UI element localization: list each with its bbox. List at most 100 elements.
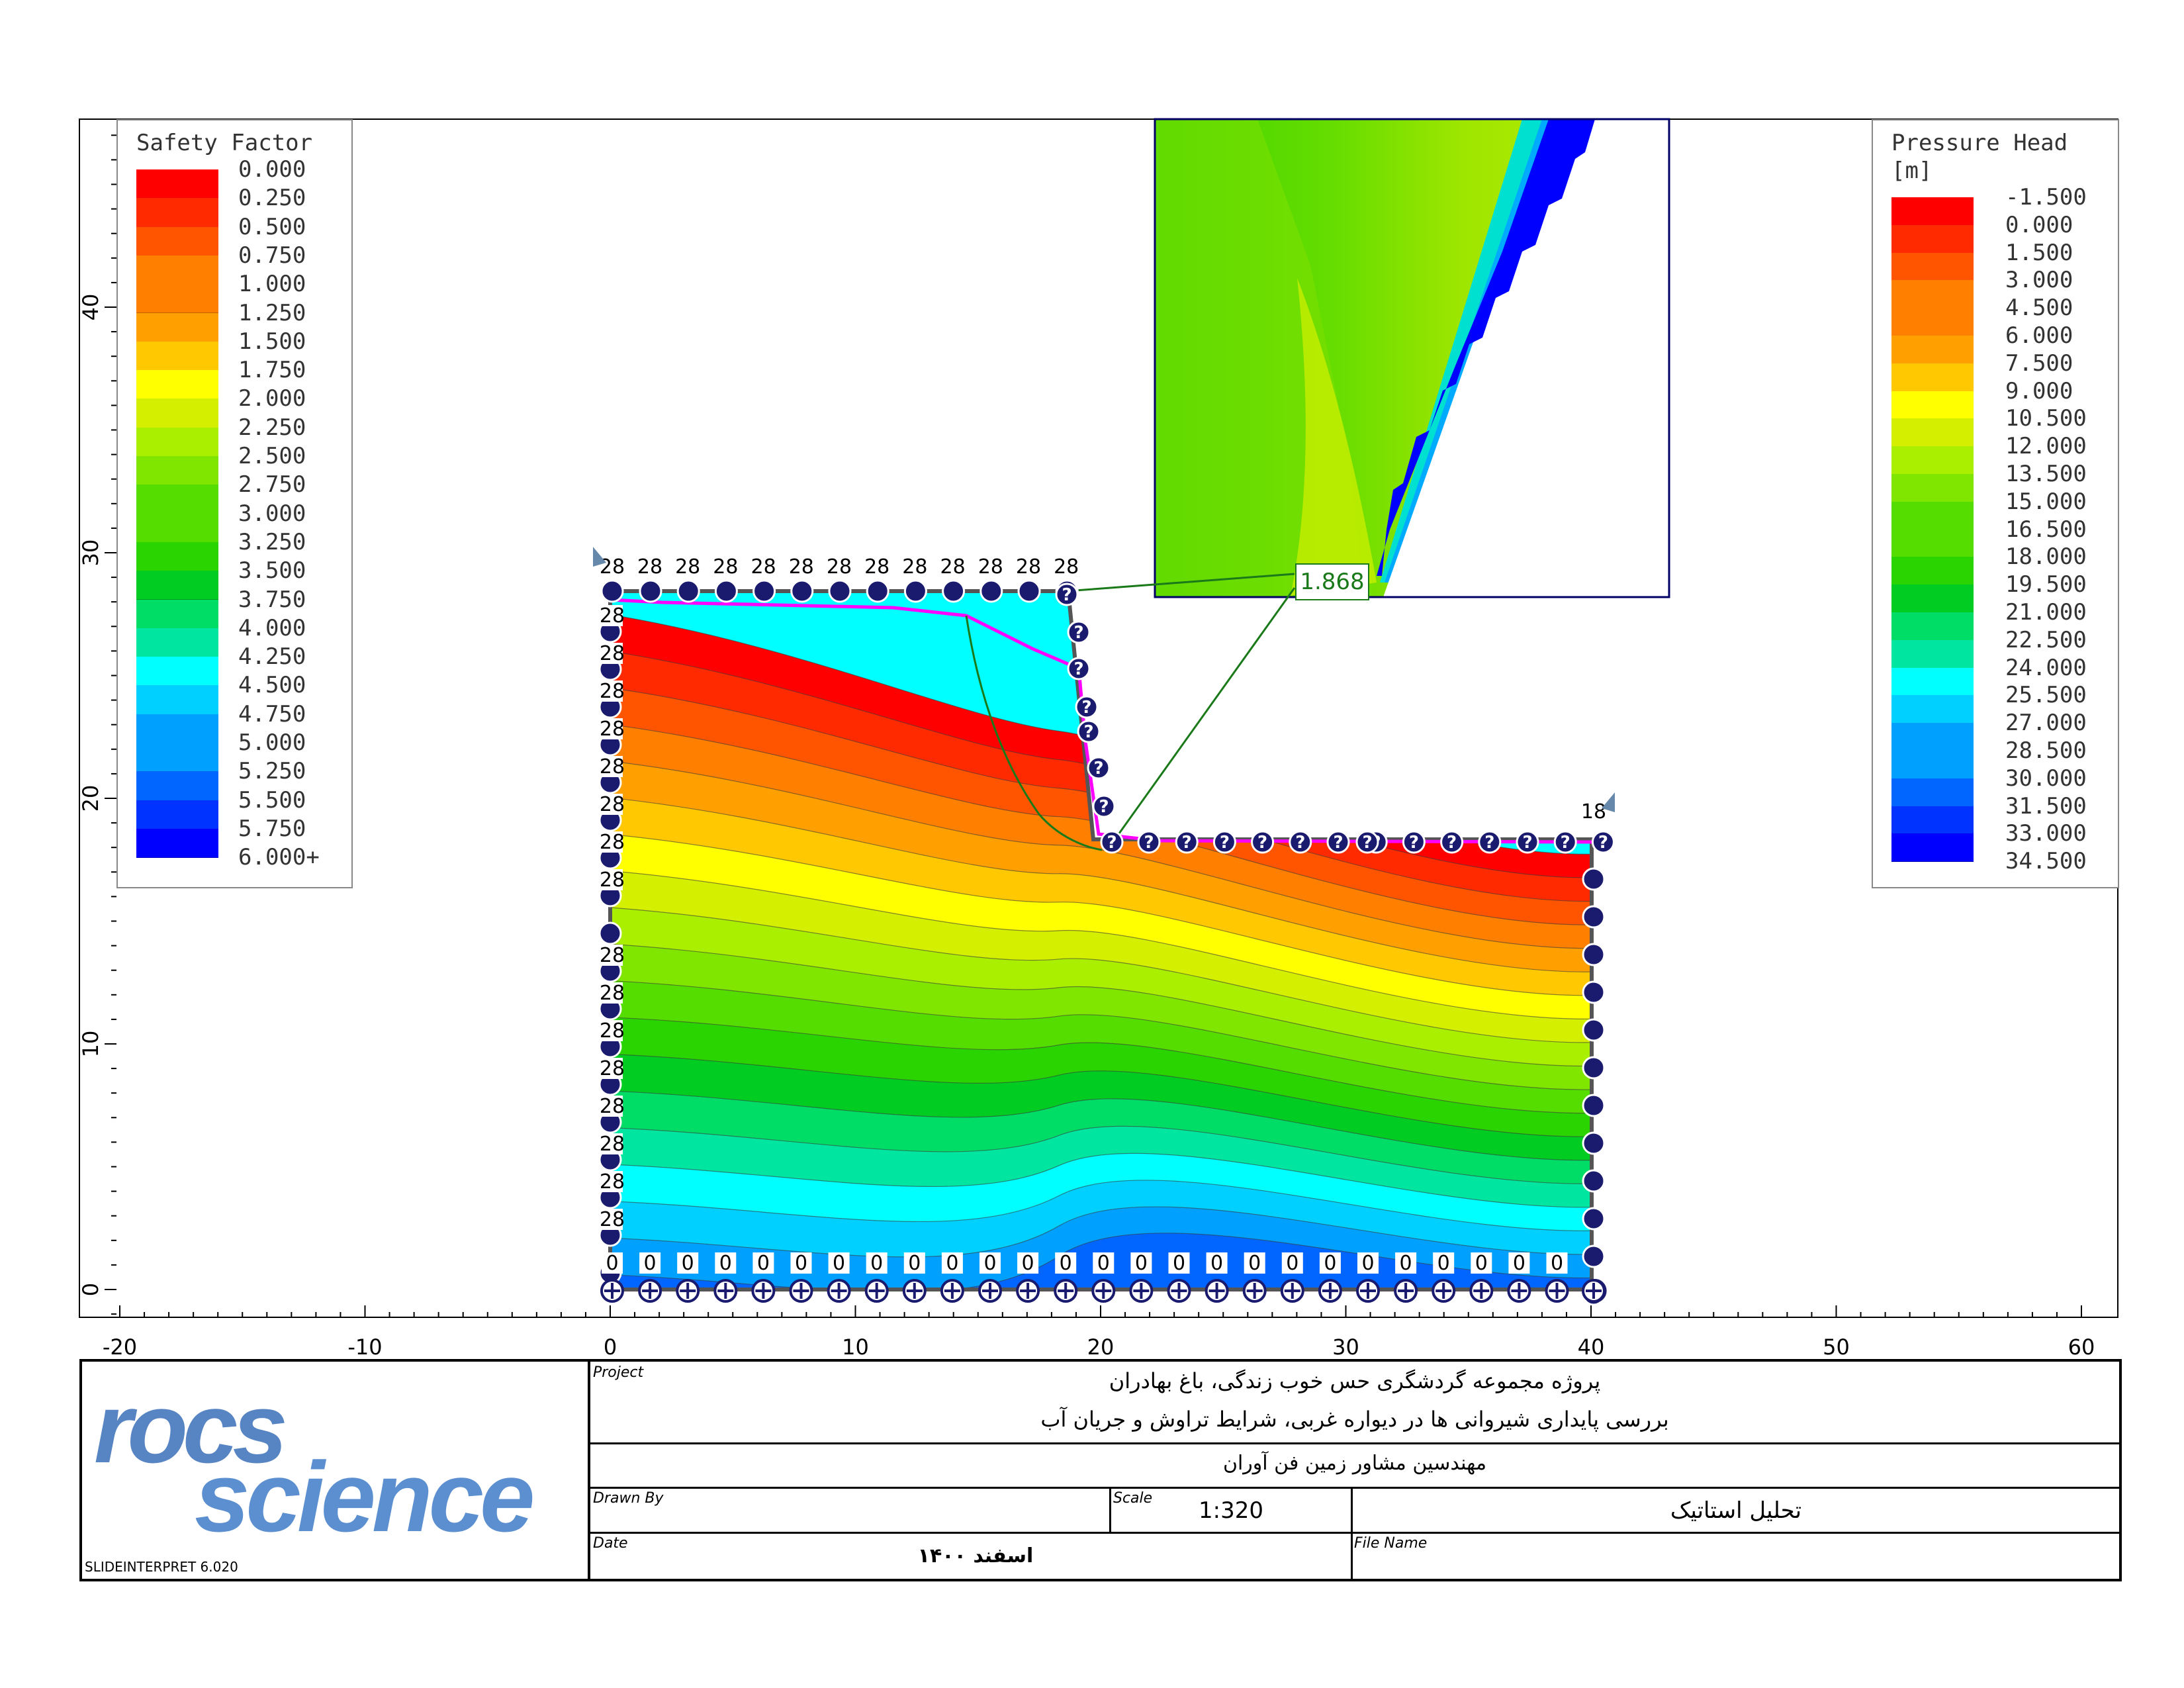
flux-node [1318, 1279, 1342, 1303]
boundary-node [1582, 1018, 1606, 1042]
boundary-node: ? [1402, 830, 1426, 854]
legend-swatch [1891, 529, 1974, 558]
svg-text:28: 28 [600, 1057, 625, 1080]
legend-swatch [1891, 723, 1974, 751]
boundary-node [942, 579, 966, 603]
legend-swatch [1891, 585, 1974, 613]
legend-value: 1.000 [238, 271, 306, 298]
scale-value: 1:320 [1199, 1497, 1263, 1524]
legend-swatch [1891, 639, 1974, 669]
legend-swatch [1891, 197, 1974, 226]
legend-value: 5.750 [238, 815, 306, 842]
svg-text:18: 18 [1581, 800, 1606, 823]
head-label: 28 [600, 555, 625, 579]
legend-value: 16.500 [2005, 516, 2087, 543]
svg-text:28: 28 [600, 1170, 625, 1194]
head-label: 0 [1017, 1252, 1039, 1275]
svg-text:28: 28 [978, 555, 1003, 579]
scale-label: Scale [1113, 1490, 1153, 1507]
legend-swatch [136, 427, 218, 457]
software-version: SLIDEINTERPRET 6.020 [85, 1559, 238, 1575]
svg-text:28: 28 [600, 944, 625, 967]
legend-value: 3.250 [238, 528, 306, 555]
flux-node [751, 1279, 776, 1303]
x-tick-label: -10 [347, 1335, 382, 1360]
svg-text:?: ? [1182, 833, 1192, 853]
svg-text:28: 28 [902, 555, 927, 579]
boundary-node: ? [1212, 830, 1236, 854]
legend-swatch [1891, 667, 1974, 696]
legend-value: 1.500 [2005, 239, 2073, 266]
legend-value: 19.500 [2005, 571, 2087, 598]
legend-value: 1.500 [238, 328, 306, 355]
flux-node [1280, 1279, 1304, 1303]
svg-text:?: ? [1093, 759, 1103, 778]
water-level-marker [1602, 792, 1615, 812]
svg-text:28: 28 [600, 793, 625, 816]
svg-text:0: 0 [833, 1252, 845, 1275]
legend-value: 15.000 [2005, 488, 2087, 515]
project-line-2: بررسی پایداری شیروانی ها در دیواره غربی،… [1040, 1407, 1669, 1432]
svg-text:28: 28 [600, 718, 625, 741]
svg-text:0: 0 [1361, 1252, 1374, 1275]
x-tick-label: 10 [842, 1335, 869, 1360]
legend-value: 0.250 [238, 185, 306, 212]
svg-text:0: 0 [1210, 1252, 1223, 1275]
flux-node [978, 1279, 1002, 1303]
legend-swatch [1891, 280, 1974, 309]
svg-text:28: 28 [751, 555, 776, 579]
boundary-node [1582, 943, 1606, 966]
legend-swatch [1891, 446, 1974, 475]
flux-node [1054, 1279, 1078, 1303]
legend-swatch [136, 628, 218, 658]
legend-value: 21.000 [2005, 599, 2087, 626]
head-label: 28 [789, 555, 814, 579]
svg-text:28: 28 [1054, 555, 1079, 579]
legend-value: 2.750 [238, 471, 306, 498]
svg-text:?: ? [1333, 833, 1343, 853]
legend-value: 30.000 [2005, 765, 2087, 792]
head-label: 0 [941, 1252, 963, 1275]
svg-text:28: 28 [600, 555, 625, 579]
boundary-node: ? [1289, 830, 1312, 854]
svg-text:0: 0 [1173, 1252, 1185, 1275]
legend-swatch [136, 771, 218, 801]
legend-value: 0.000 [238, 156, 306, 183]
safety-factor-value: 1.868 [1300, 569, 1364, 595]
date-label: Date [593, 1535, 628, 1552]
boundary-nodes: 28 28 28 28 28 28 28 28 28 28 28 28 28??????????????… [598, 555, 1615, 1306]
head-label: 0 [1093, 1252, 1115, 1275]
head-label: 0 [1433, 1252, 1455, 1275]
head-label: 28 [637, 555, 662, 579]
flux-node [600, 1279, 624, 1303]
drawn-by-label: Drawn By [593, 1490, 664, 1507]
svg-text:28: 28 [713, 555, 738, 579]
inset-zoom-panel [1154, 118, 1670, 598]
legend-value: 3.750 [238, 586, 306, 613]
svg-text:?: ? [1220, 833, 1230, 853]
logo-text: science [195, 1441, 535, 1552]
flux-node [1167, 1279, 1191, 1303]
svg-text:0: 0 [1286, 1252, 1298, 1275]
svg-text:0: 0 [1551, 1252, 1563, 1275]
svg-text:28: 28 [600, 1095, 625, 1118]
legend-value: 4.500 [2005, 295, 2073, 322]
legend-value: 22.500 [2005, 626, 2087, 653]
head-label: 0 [1168, 1252, 1190, 1275]
head-label: 28 [600, 718, 625, 741]
svg-text:28: 28 [789, 555, 814, 579]
svg-text:28: 28 [600, 680, 625, 703]
legend-value: 2.250 [238, 414, 306, 441]
legend-value: 13.500 [2005, 461, 2087, 487]
legend-swatch [136, 198, 218, 228]
head-label: 28 [600, 1208, 625, 1231]
head-label: 28 [600, 680, 625, 703]
boundary-node [600, 579, 624, 603]
legend-swatch [1891, 751, 1974, 779]
svg-text:0: 0 [1248, 1252, 1261, 1275]
boundary-node: ? [1355, 830, 1379, 854]
x-tick-label: 60 [2068, 1335, 2095, 1360]
svg-text:0: 0 [983, 1252, 996, 1275]
flux-node [1016, 1279, 1040, 1303]
legend-value: 3.000 [2005, 267, 2073, 294]
